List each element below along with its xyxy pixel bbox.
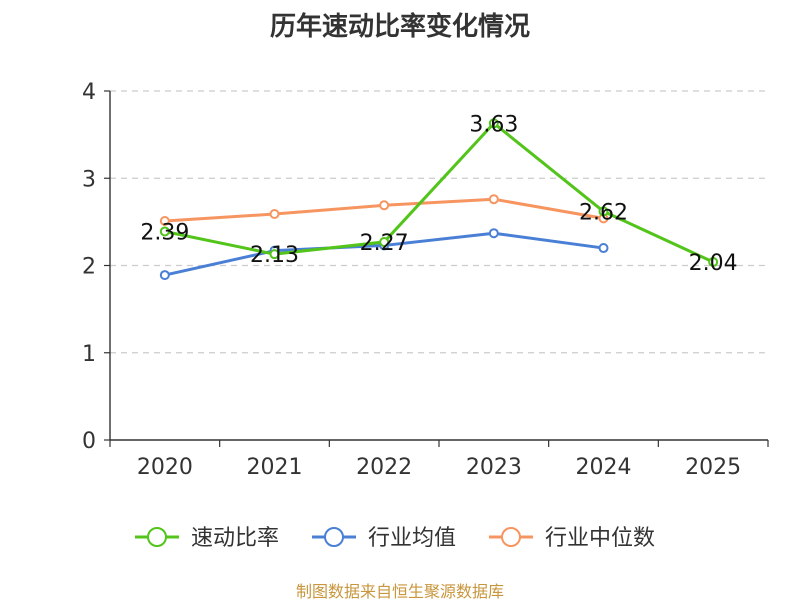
data-point-速动比率-2020[interactable] — [159, 226, 170, 237]
legend-item-速动比率[interactable]: 速动比率 — [135, 526, 279, 551]
data-label-2023: 3.63 — [469, 112, 518, 137]
x-tick-label-2021: 2021 — [247, 455, 303, 480]
data-point-行业均值-2020[interactable] — [159, 270, 170, 281]
y-tick-label-2: 2 — [82, 255, 96, 280]
legend-item-行业中位数[interactable]: 行业中位数 — [489, 526, 655, 551]
legend-item-行业均值[interactable]: 行业均值 — [312, 526, 456, 551]
legend-marker-icon — [501, 527, 521, 547]
data-point-行业中位数-2022[interactable] — [379, 200, 390, 211]
y-tick-label-4: 4 — [82, 80, 96, 105]
x-tick-label-2022: 2022 — [356, 455, 412, 480]
legend-marker-icon — [324, 527, 344, 547]
series-line-速动比率 — [164, 121, 714, 264]
data-point-速动比率-2023[interactable] — [488, 118, 499, 129]
data-point-速动比率-2021[interactable] — [269, 249, 280, 260]
x-tick-label-2025: 2025 — [685, 455, 741, 480]
data-point-行业中位数-2023[interactable] — [488, 194, 499, 205]
data-point-行业均值-2023[interactable] — [488, 228, 499, 239]
data-label-2022: 2.27 — [360, 231, 409, 256]
y-tick-label-0: 0 — [82, 429, 96, 454]
chart-title: 历年速动比率变化情况 — [269, 12, 530, 42]
legend-marker-icon — [147, 527, 167, 547]
x-tick-label-2020: 2020 — [137, 455, 193, 480]
data-source-note: 制图数据来自恒生聚源数据库 — [295, 582, 504, 601]
data-point-行业中位数-2021[interactable] — [269, 209, 280, 220]
x-tick-label-2024: 2024 — [576, 455, 632, 480]
data-label-2020: 2.39 — [140, 220, 189, 245]
legend-label: 行业中位数 — [545, 526, 655, 551]
data-point-速动比率-2022[interactable] — [379, 236, 390, 247]
data-point-行业中位数-2020[interactable] — [159, 216, 170, 227]
legend-label: 速动比率 — [191, 526, 279, 551]
x-tick-label-2023: 2023 — [466, 455, 522, 480]
y-tick-label-1: 1 — [82, 342, 96, 367]
data-label-2024: 2.62 — [579, 200, 628, 225]
legend-label: 行业均值 — [368, 526, 456, 551]
data-label-2021: 2.13 — [250, 243, 299, 268]
data-point-速动比率-2024[interactable] — [598, 206, 609, 217]
data-point-速动比率-2025[interactable] — [708, 257, 719, 268]
data-point-行业均值-2024[interactable] — [598, 243, 609, 254]
data-label-2025: 2.04 — [689, 251, 738, 276]
y-tick-label-3: 3 — [82, 167, 96, 192]
